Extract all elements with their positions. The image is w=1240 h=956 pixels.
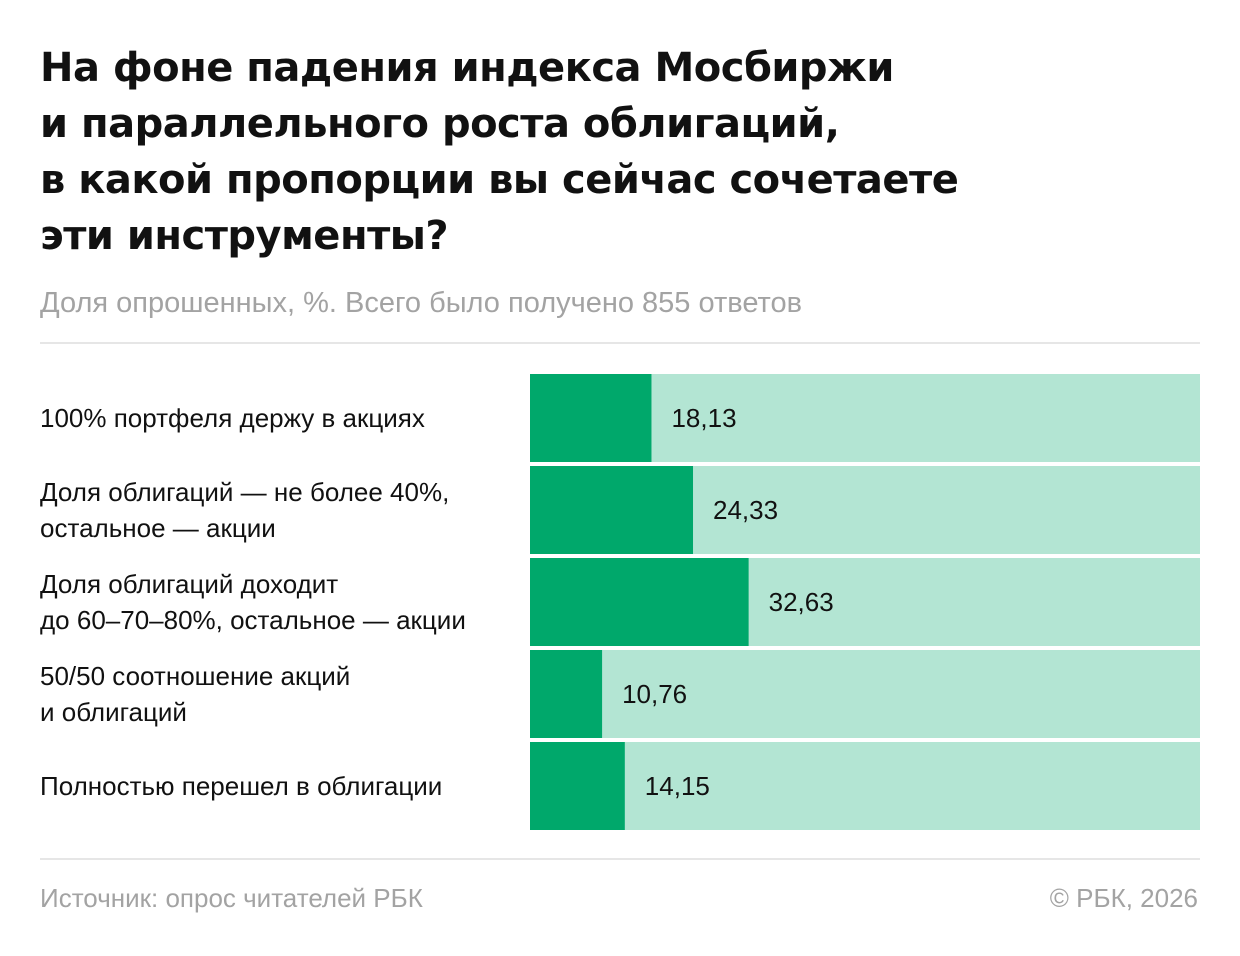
copyright-note: © РБК, 2026 [1049,883,1198,913]
category-label: Доля облигаций доходит до 60–70–80%, оста… [40,569,466,635]
bar [530,742,625,830]
category-label: 50/50 соотношение акций и облигаций [40,661,350,727]
category-label-line: 50/50 соотношение акций [40,661,350,691]
title-line: На фоне падения индекса Мосбиржи [40,45,894,91]
bar-track [530,650,1200,738]
value-label: 18,13 [671,403,736,433]
category-label: 100% портфеля держу в акциях [40,403,425,433]
title-line: в какой пропорции вы сейчас сочетаете [40,157,959,203]
category-label-line: Доля облигаций доходит [40,569,338,599]
category-label-line: и облигаций [40,697,187,727]
value-label: 10,76 [622,679,687,709]
chart-title: На фоне падения индекса Мосбиржи и парал… [40,40,1200,264]
category-label-line: остальное — акции [40,513,276,543]
source-note: Источник: опрос читателей РБК [40,883,423,913]
category-label: Доля облигаций — не более 40%, остальное … [40,477,449,543]
bottom-divider [40,858,1200,860]
category-label-line: Доля облигаций — не более 40%, [40,477,449,507]
bar [530,374,652,462]
bar [530,466,694,554]
category-label-line: до 60–70–80%, остальное — акции [40,605,466,635]
value-label: 24,33 [713,495,778,525]
bar [530,650,603,738]
top-divider [40,342,1200,344]
title-line: и параллельного роста облигаций, [40,101,840,147]
category-label: Полностью перешел в облигации [40,771,442,801]
category-label-line: Полностью перешел в облигации [40,771,442,801]
bar [530,558,749,646]
category-label-line: 100% портфеля держу в акциях [40,403,425,433]
chart-subtitle: Доля опрошенных, %. Всего было получено … [40,287,803,319]
value-label: 14,15 [645,771,710,801]
value-label: 32,63 [769,587,834,617]
bar-track [530,742,1200,830]
title-line: эти инструменты? [40,213,449,259]
